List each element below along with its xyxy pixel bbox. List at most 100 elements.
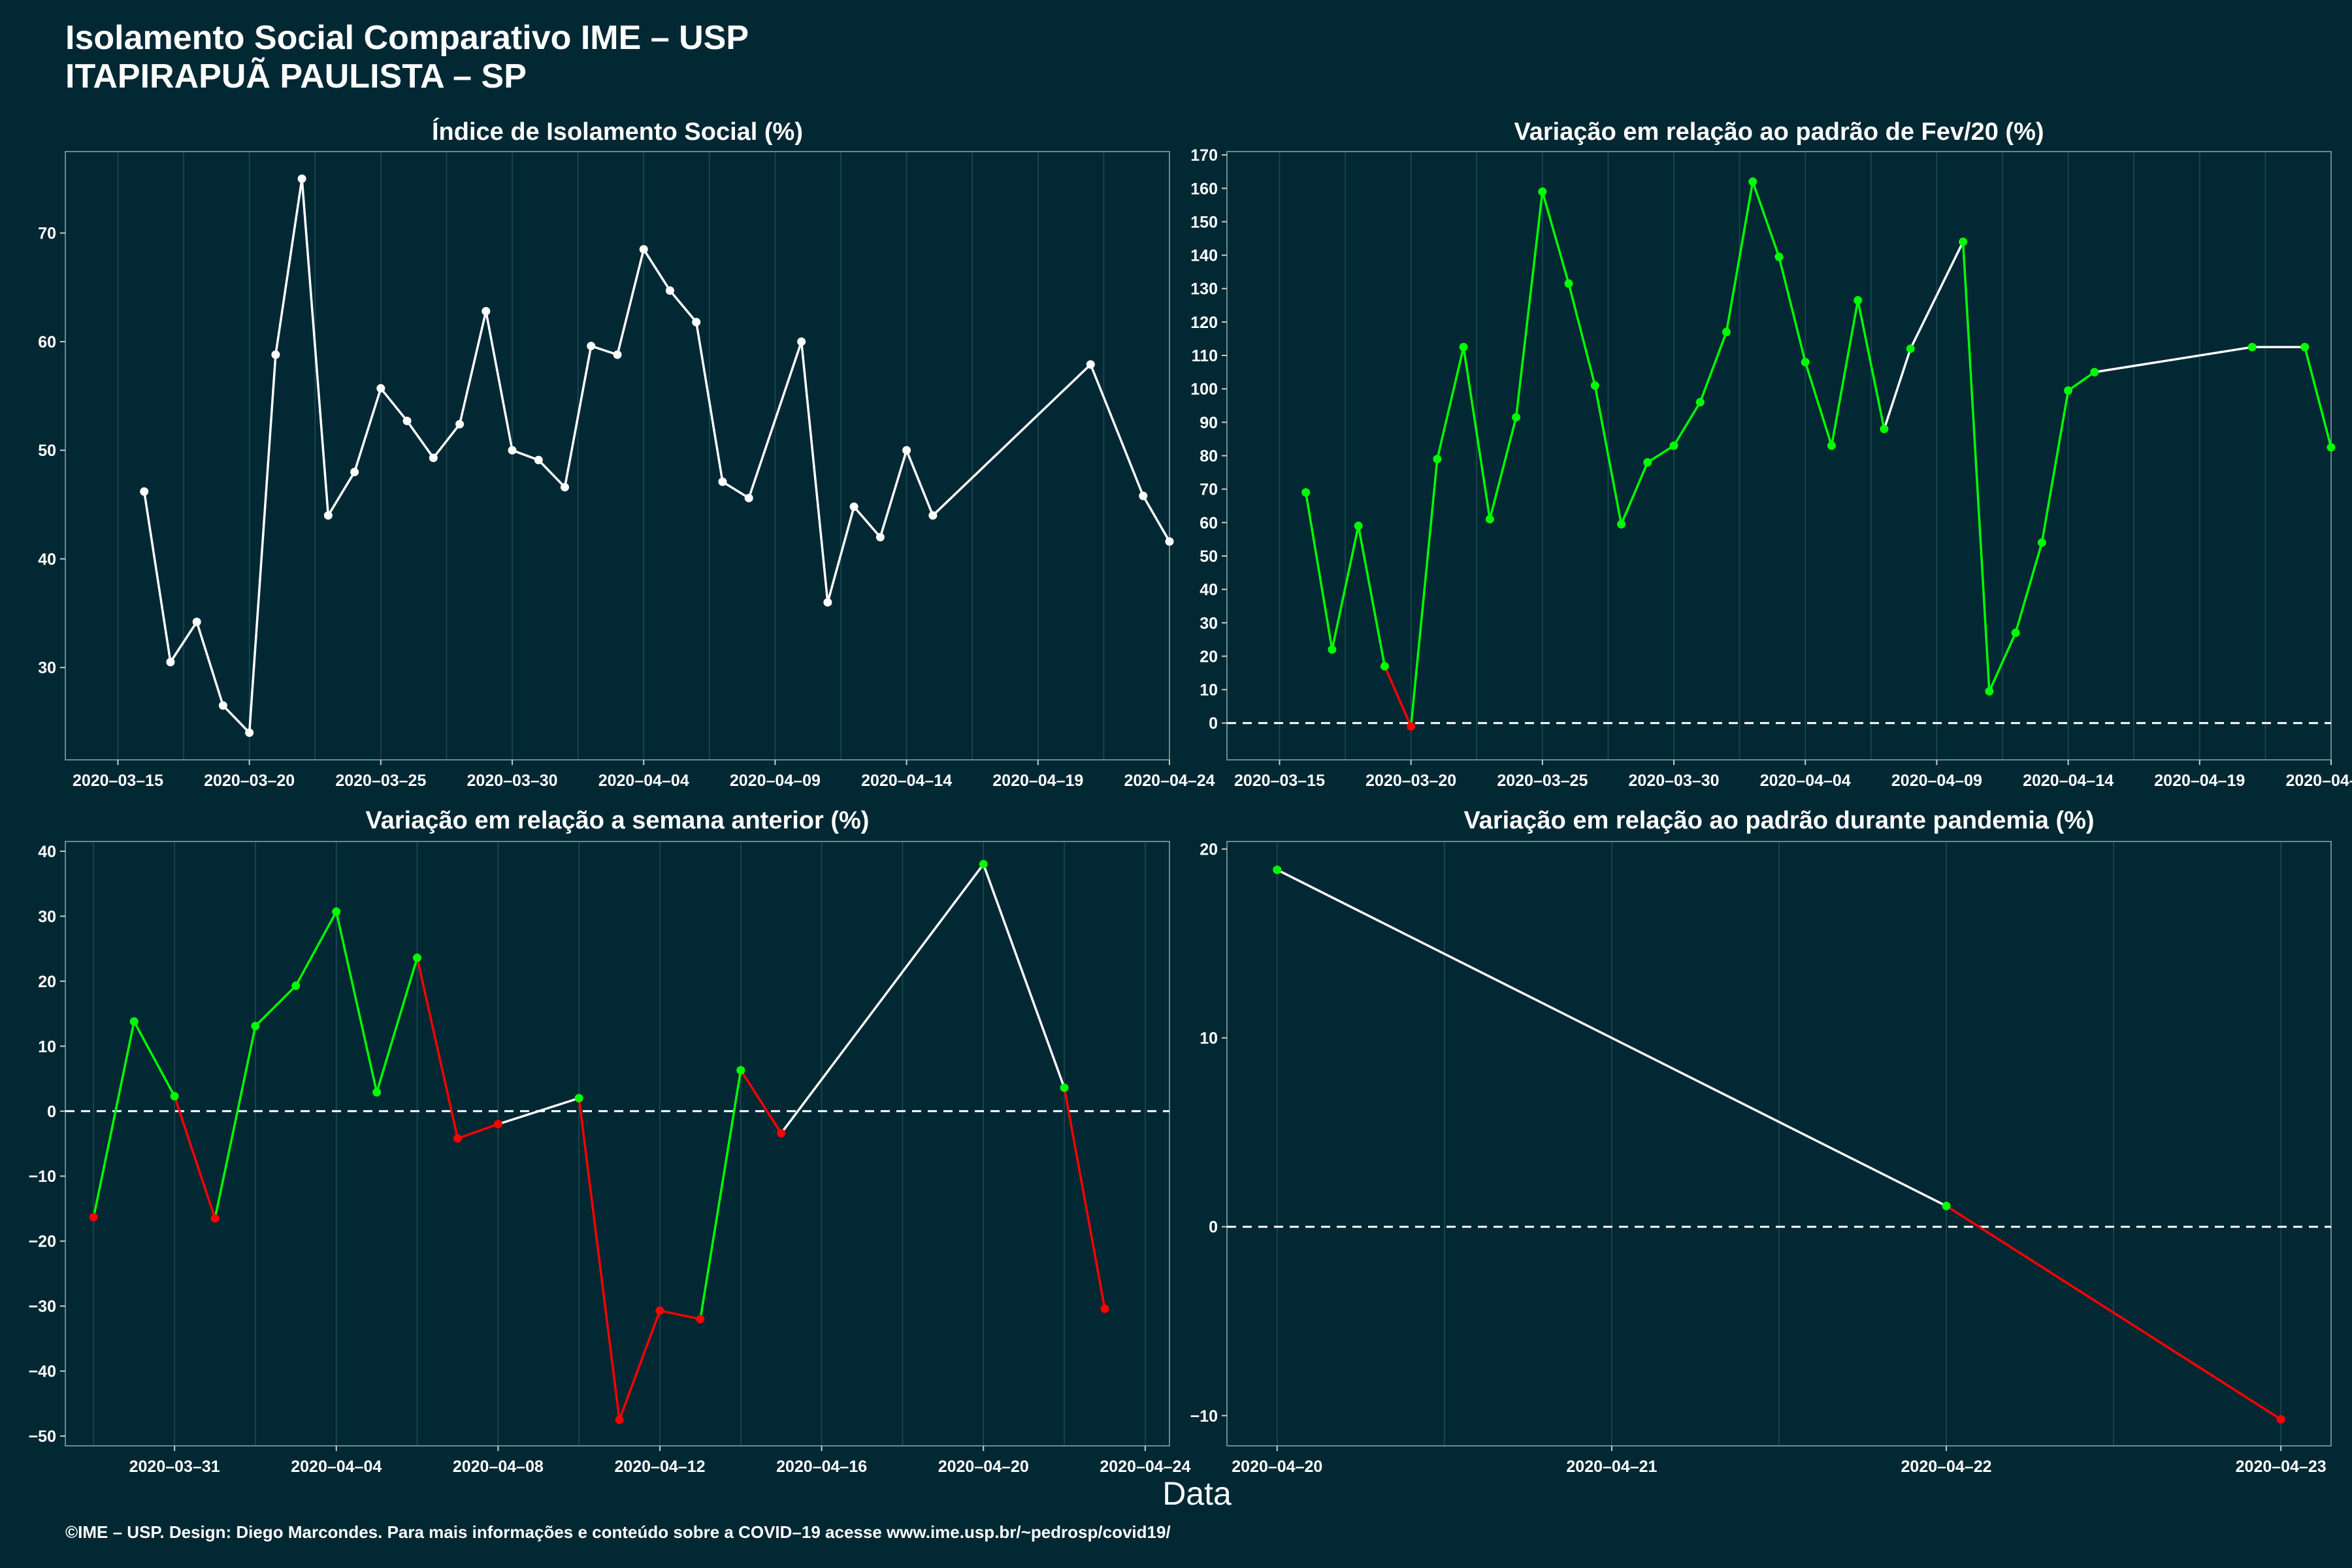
y-tick-label: 130 [1190, 280, 1218, 299]
series-segment [142, 490, 172, 664]
data-point [979, 860, 988, 869]
data-point [1669, 441, 1678, 450]
y-tick-label: 90 [1200, 414, 1218, 432]
data-point [2276, 1415, 2285, 1424]
data-point [902, 446, 911, 455]
x-tick-label: 2020–03–20 [1365, 772, 1456, 790]
series-segment [1725, 180, 1754, 333]
data-point [574, 1094, 583, 1103]
series-segment [616, 248, 645, 356]
x-tick-label: 2020–04–14 [861, 772, 952, 790]
x-tick-label: 2020–04–04 [598, 772, 689, 790]
series-line [1304, 180, 2332, 728]
data-point [1564, 279, 1573, 288]
panel-variation-vs-previous-week: Variação em relação a semana anterior (%… [29, 807, 1191, 1476]
data-point [1538, 187, 1547, 196]
series-segment [295, 910, 338, 987]
data-point [875, 532, 885, 542]
data-point [696, 1315, 705, 1324]
series-segment [1436, 346, 1465, 461]
data-point [297, 174, 306, 184]
data-point [455, 419, 465, 429]
series-segment [353, 387, 382, 474]
series-segment [668, 289, 698, 323]
x-tick-label: 2020–03–30 [1629, 772, 1720, 790]
series-segment [248, 353, 277, 734]
data-point [534, 455, 543, 465]
x-tick-label: 2020–04–04 [291, 1458, 382, 1476]
x-tick-label: 2020–04–14 [2023, 772, 2114, 790]
series-segment [1778, 255, 1806, 364]
x-tick-label: 2020–04–24 [2285, 772, 2352, 790]
y-tick-label: 150 [1190, 213, 1218, 231]
series-line [142, 177, 1171, 734]
grid [1277, 841, 2281, 1446]
data-point [1942, 1201, 1951, 1211]
y-tick-label: 40 [1200, 581, 1218, 599]
series-segment [800, 340, 829, 604]
series-segment [416, 956, 459, 1140]
data-point [89, 1213, 98, 1222]
data-point [493, 1120, 502, 1129]
series-segment [406, 419, 435, 459]
series-segment [740, 1069, 783, 1135]
data-point [1301, 488, 1311, 497]
data-point [271, 350, 280, 359]
data-points [89, 860, 1109, 1424]
series-segment [1988, 631, 2017, 693]
series-segment [1673, 400, 1702, 447]
x-tick-label: 2020–03–30 [467, 772, 558, 790]
y-tick-label: 60 [1200, 514, 1218, 532]
x-tick-label: 2020–04–19 [992, 772, 1083, 790]
series-segment [642, 248, 672, 292]
panel-isolation-index: Índice de Isolamento Social (%) 30 40 50 60 7… [38, 117, 1215, 790]
data-point [245, 728, 254, 737]
series-segment [195, 621, 225, 707]
x-tick-label: 2020–03–31 [129, 1458, 220, 1476]
data-point [1512, 413, 1521, 422]
data-point [1328, 645, 1337, 654]
y-tick-label: 0 [1209, 715, 1218, 733]
data-point [655, 1306, 664, 1315]
data-point [1060, 1083, 1069, 1092]
plot-frame [1226, 841, 2332, 1446]
data-point [1459, 342, 1468, 351]
y-tick-label: −50 [29, 1428, 56, 1446]
series-segment [458, 310, 487, 426]
series-segment [169, 621, 198, 664]
y-tick-label: 0 [1209, 1218, 1218, 1237]
data-point [823, 598, 832, 607]
data-point [1880, 425, 1889, 434]
data-point [170, 1092, 179, 1101]
data-point [1407, 722, 1416, 731]
data-point [192, 617, 201, 627]
series-segment [747, 340, 803, 500]
data-point [2327, 443, 2336, 452]
y-tick-label: 100 [1190, 380, 1218, 399]
y-tick-label: 10 [1200, 681, 1218, 700]
data-point [413, 953, 422, 962]
series-segment [1752, 180, 1780, 258]
data-point [2090, 368, 2099, 377]
series-segment [511, 449, 540, 461]
series-segment [1383, 665, 1413, 728]
series-segment [2040, 389, 2070, 544]
x-tick-label: 2020–03–25 [335, 772, 426, 790]
y-tick-label: 50 [1200, 547, 1218, 566]
series-segment [173, 1095, 216, 1220]
series-segment [982, 863, 1066, 1089]
x-tick-label: 2020–04–24 [1100, 1458, 1190, 1476]
data-point [402, 416, 412, 425]
data-point [372, 1088, 382, 1097]
series-segment [1699, 331, 1728, 404]
data-point [615, 1415, 624, 1424]
series-segment [1567, 282, 1597, 387]
series-line [1276, 868, 2282, 1421]
y-tick-label: 140 [1190, 247, 1218, 265]
series-segment [327, 470, 356, 517]
series-segment [1089, 363, 1145, 497]
data-point [797, 337, 806, 346]
x-tick-label: 2020–04–23 [2236, 1458, 2327, 1476]
data-point [2064, 386, 2073, 395]
data-point [2037, 538, 2046, 547]
